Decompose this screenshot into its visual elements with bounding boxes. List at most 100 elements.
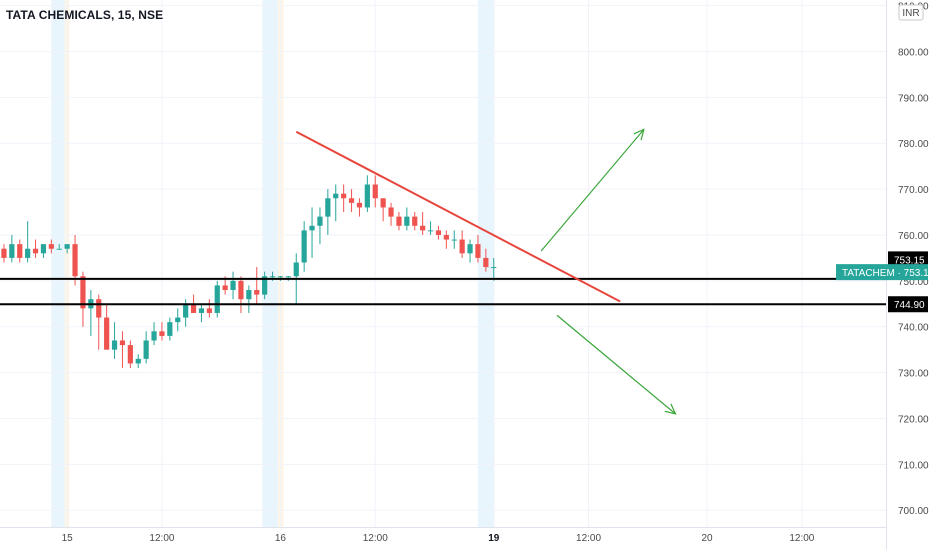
candle-body[interactable]	[269, 276, 276, 278]
candle-body[interactable]	[435, 230, 442, 235]
x-tick-label: 12:00	[149, 533, 174, 544]
candle-body[interactable]	[404, 216, 410, 226]
candle-body[interactable]	[175, 317, 181, 323]
session-bands	[51, 0, 495, 527]
candle-body[interactable]	[277, 276, 284, 278]
candle-body[interactable]	[190, 303, 197, 313]
candle-body[interactable]	[96, 299, 102, 318]
currency-badge[interactable]	[898, 4, 924, 21]
candle-body[interactable]	[104, 317, 110, 350]
x-tick-label: 12:00	[576, 533, 601, 544]
candle-body[interactable]	[451, 239, 457, 241]
y-tick-label: 750.00	[898, 277, 929, 288]
candle-body[interactable]	[56, 248, 62, 250]
candle-body[interactable]	[198, 308, 205, 313]
last-price-tag[interactable]	[836, 264, 928, 281]
session-band	[51, 0, 65, 527]
arrow-line[interactable]	[556, 314, 676, 415]
y-tick-label: 740.00	[898, 323, 929, 334]
candle-body[interactable]	[159, 331, 165, 336]
y-tick-label: 720.00	[898, 414, 929, 425]
candle-body[interactable]	[491, 267, 497, 269]
candle-body[interactable]	[72, 244, 78, 277]
candle-body[interactable]	[206, 308, 212, 313]
candle-body[interactable]	[364, 184, 370, 208]
candle-body[interactable]	[467, 244, 473, 254]
candle-body[interactable]	[40, 244, 47, 254]
candle-body[interactable]	[262, 276, 268, 295]
horizontal-levels	[0, 277, 886, 306]
price-tags: 753.15 744.90 TATACHEM · 753.10	[836, 251, 932, 313]
candle-body[interactable]	[443, 234, 449, 240]
candle-body[interactable]	[25, 248, 31, 258]
candle-body[interactable]	[238, 280, 244, 300]
candle-body[interactable]	[475, 244, 481, 258]
candles	[1, 175, 497, 369]
arrow-line[interactable]	[540, 129, 645, 252]
candle-body[interactable]	[412, 216, 418, 226]
candle-body[interactable]	[285, 276, 291, 278]
candle-body[interactable]	[420, 225, 426, 231]
candle-body[interactable]	[1, 248, 7, 258]
y-tick-label: 800.00	[898, 47, 929, 58]
x-tick-label: 12:00	[363, 533, 388, 544]
candle-body[interactable]	[214, 285, 220, 313]
level-tag-label: 753.15	[894, 255, 925, 266]
grid-lines	[0, 0, 886, 527]
y-tick-label: 760.00	[898, 231, 929, 242]
candle-body[interactable]	[356, 202, 363, 208]
level-tag	[888, 251, 928, 268]
candle-body[interactable]	[127, 345, 133, 364]
session-band	[262, 0, 279, 527]
chart-title: TATA CHEMICALS, 15, NSE	[6, 8, 164, 22]
candle-body[interactable]	[483, 257, 489, 268]
x-tick-label: 20	[701, 533, 713, 544]
candle-body[interactable]	[396, 216, 402, 226]
candle-body[interactable]	[333, 193, 339, 199]
candle-body[interactable]	[9, 244, 15, 258]
candle-body[interactable]	[80, 276, 86, 309]
candle-body[interactable]	[341, 193, 347, 199]
candle-body[interactable]	[459, 239, 465, 254]
x-tick-label: 12:00	[789, 533, 814, 544]
candle-body[interactable]	[143, 340, 149, 359]
x-tick-label: 15	[62, 533, 74, 544]
level-tag-label: 744.90	[894, 300, 925, 311]
candle-body[interactable]	[135, 358, 141, 364]
candle-body[interactable]	[32, 248, 39, 254]
candle-body[interactable]	[222, 285, 228, 291]
candle-body[interactable]	[246, 290, 252, 300]
candle-body[interactable]	[427, 230, 434, 232]
candle-body[interactable]	[309, 225, 315, 231]
drawings	[295, 128, 677, 415]
y-tick-label: 710.00	[898, 460, 929, 471]
arrow-head	[664, 403, 677, 415]
candle-body[interactable]	[372, 184, 378, 199]
candle-body[interactable]	[388, 207, 394, 217]
candle-body[interactable]	[167, 322, 173, 336]
candle-body[interactable]	[293, 262, 299, 277]
candle-body[interactable]	[151, 331, 157, 341]
y-tick-label: 730.00	[898, 369, 929, 380]
trend-line[interactable]	[295, 130, 621, 303]
candle-body[interactable]	[380, 198, 386, 208]
candle-body[interactable]	[17, 244, 23, 258]
candle-body[interactable]	[317, 216, 323, 226]
candle-body[interactable]	[254, 290, 260, 295]
candle-body[interactable]	[111, 340, 118, 350]
candle-body[interactable]	[230, 280, 236, 291]
arrow-head	[633, 128, 645, 141]
candle-body[interactable]	[48, 244, 54, 249]
candle-body[interactable]	[64, 244, 70, 249]
candle-body[interactable]	[119, 340, 126, 346]
last-price-label: TATACHEM · 753.10	[842, 268, 932, 279]
candle-body[interactable]	[301, 230, 307, 263]
candle-body[interactable]	[325, 198, 331, 217]
x-tick-label: 19	[488, 533, 500, 544]
candle-body[interactable]	[348, 198, 355, 203]
y-tick-label: 780.00	[898, 139, 929, 150]
level-tag	[888, 296, 928, 313]
candle-body[interactable]	[183, 303, 189, 318]
